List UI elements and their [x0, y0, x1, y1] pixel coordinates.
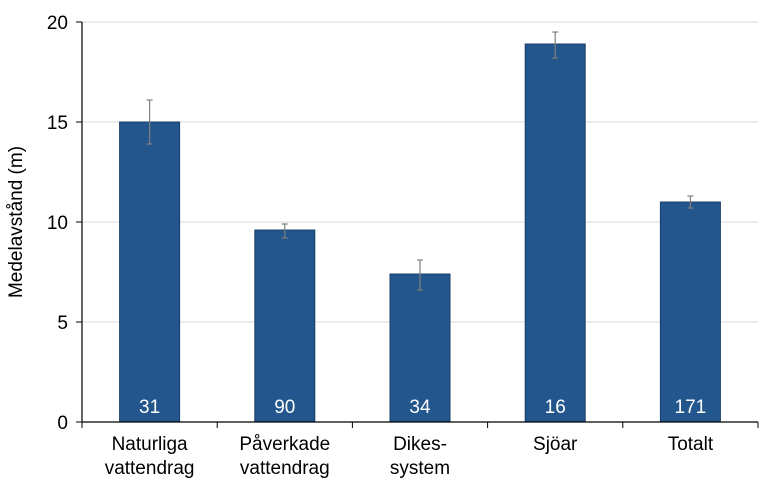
bar-count-label: 16 [545, 397, 566, 418]
bar-count-label: 171 [675, 397, 707, 418]
x-tick-label: Sjöar [533, 434, 578, 455]
bar-count-label: 90 [274, 397, 295, 418]
y-tick-label: 10 [47, 213, 68, 234]
x-tick-label: system [390, 458, 450, 479]
bar-count-label: 31 [139, 397, 160, 418]
x-tick-label: vattendrag [105, 458, 195, 479]
y-tick-label: 20 [47, 13, 68, 34]
bars [119, 43, 721, 423]
error-bars [146, 31, 694, 291]
x-tick-label: Påverkade [239, 434, 330, 455]
bar [119, 121, 181, 423]
x-tick-label: Naturliga [112, 434, 188, 455]
x-tick-label: vattendrag [240, 458, 330, 479]
y-tick-label: 0 [57, 413, 68, 434]
y-axis-title: Medelavstånd (m) [6, 146, 27, 298]
bar-count-label: 34 [409, 397, 431, 418]
y-tick-label: 15 [47, 113, 68, 134]
y-tick-label: 5 [57, 313, 68, 334]
labels: 0 5 10 15 20 31 Naturliga vattendrag 90 Påverkade… [47, 13, 714, 479]
axes [76, 21, 759, 428]
bar [389, 273, 451, 423]
bar [659, 201, 721, 423]
bar [254, 229, 316, 423]
x-tick-label: Dikes- [393, 434, 447, 455]
x-tick-label: Totalt [668, 434, 714, 455]
bar [524, 43, 586, 423]
